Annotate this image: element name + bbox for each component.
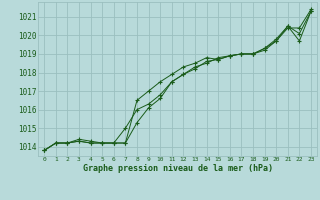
X-axis label: Graphe pression niveau de la mer (hPa): Graphe pression niveau de la mer (hPa) — [83, 164, 273, 173]
